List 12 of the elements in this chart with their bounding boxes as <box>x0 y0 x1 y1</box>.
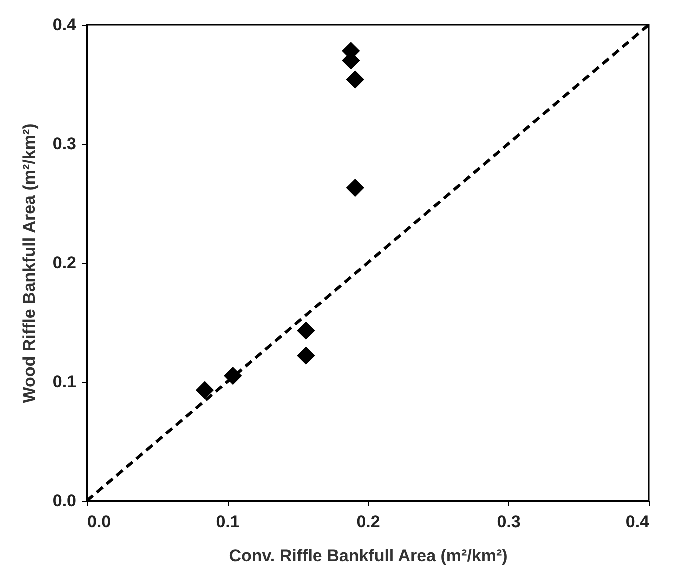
x-tick-label: 0.1 <box>216 512 240 532</box>
y-tick-label: 0.4 <box>52 16 78 34</box>
x-tick-label: 0.3 <box>497 512 521 532</box>
y-tick-label: 0.3 <box>52 134 76 154</box>
x-tick-label: 0.0 <box>88 512 112 532</box>
x-tick-label: 0.4 <box>626 512 650 532</box>
y-axis-title: Wood Riffle Bankfull Area (m²/km²) <box>20 124 39 404</box>
y-tick-label: 0.1 <box>52 372 76 392</box>
x-axis-title: Conv. Riffle Bankfull Area (m²/km²) <box>229 546 508 566</box>
y-tick-label: 0.0 <box>52 492 76 510</box>
y-tick-label: 0.2 <box>52 254 76 272</box>
x-tick-label: 0.2 <box>356 512 380 532</box>
